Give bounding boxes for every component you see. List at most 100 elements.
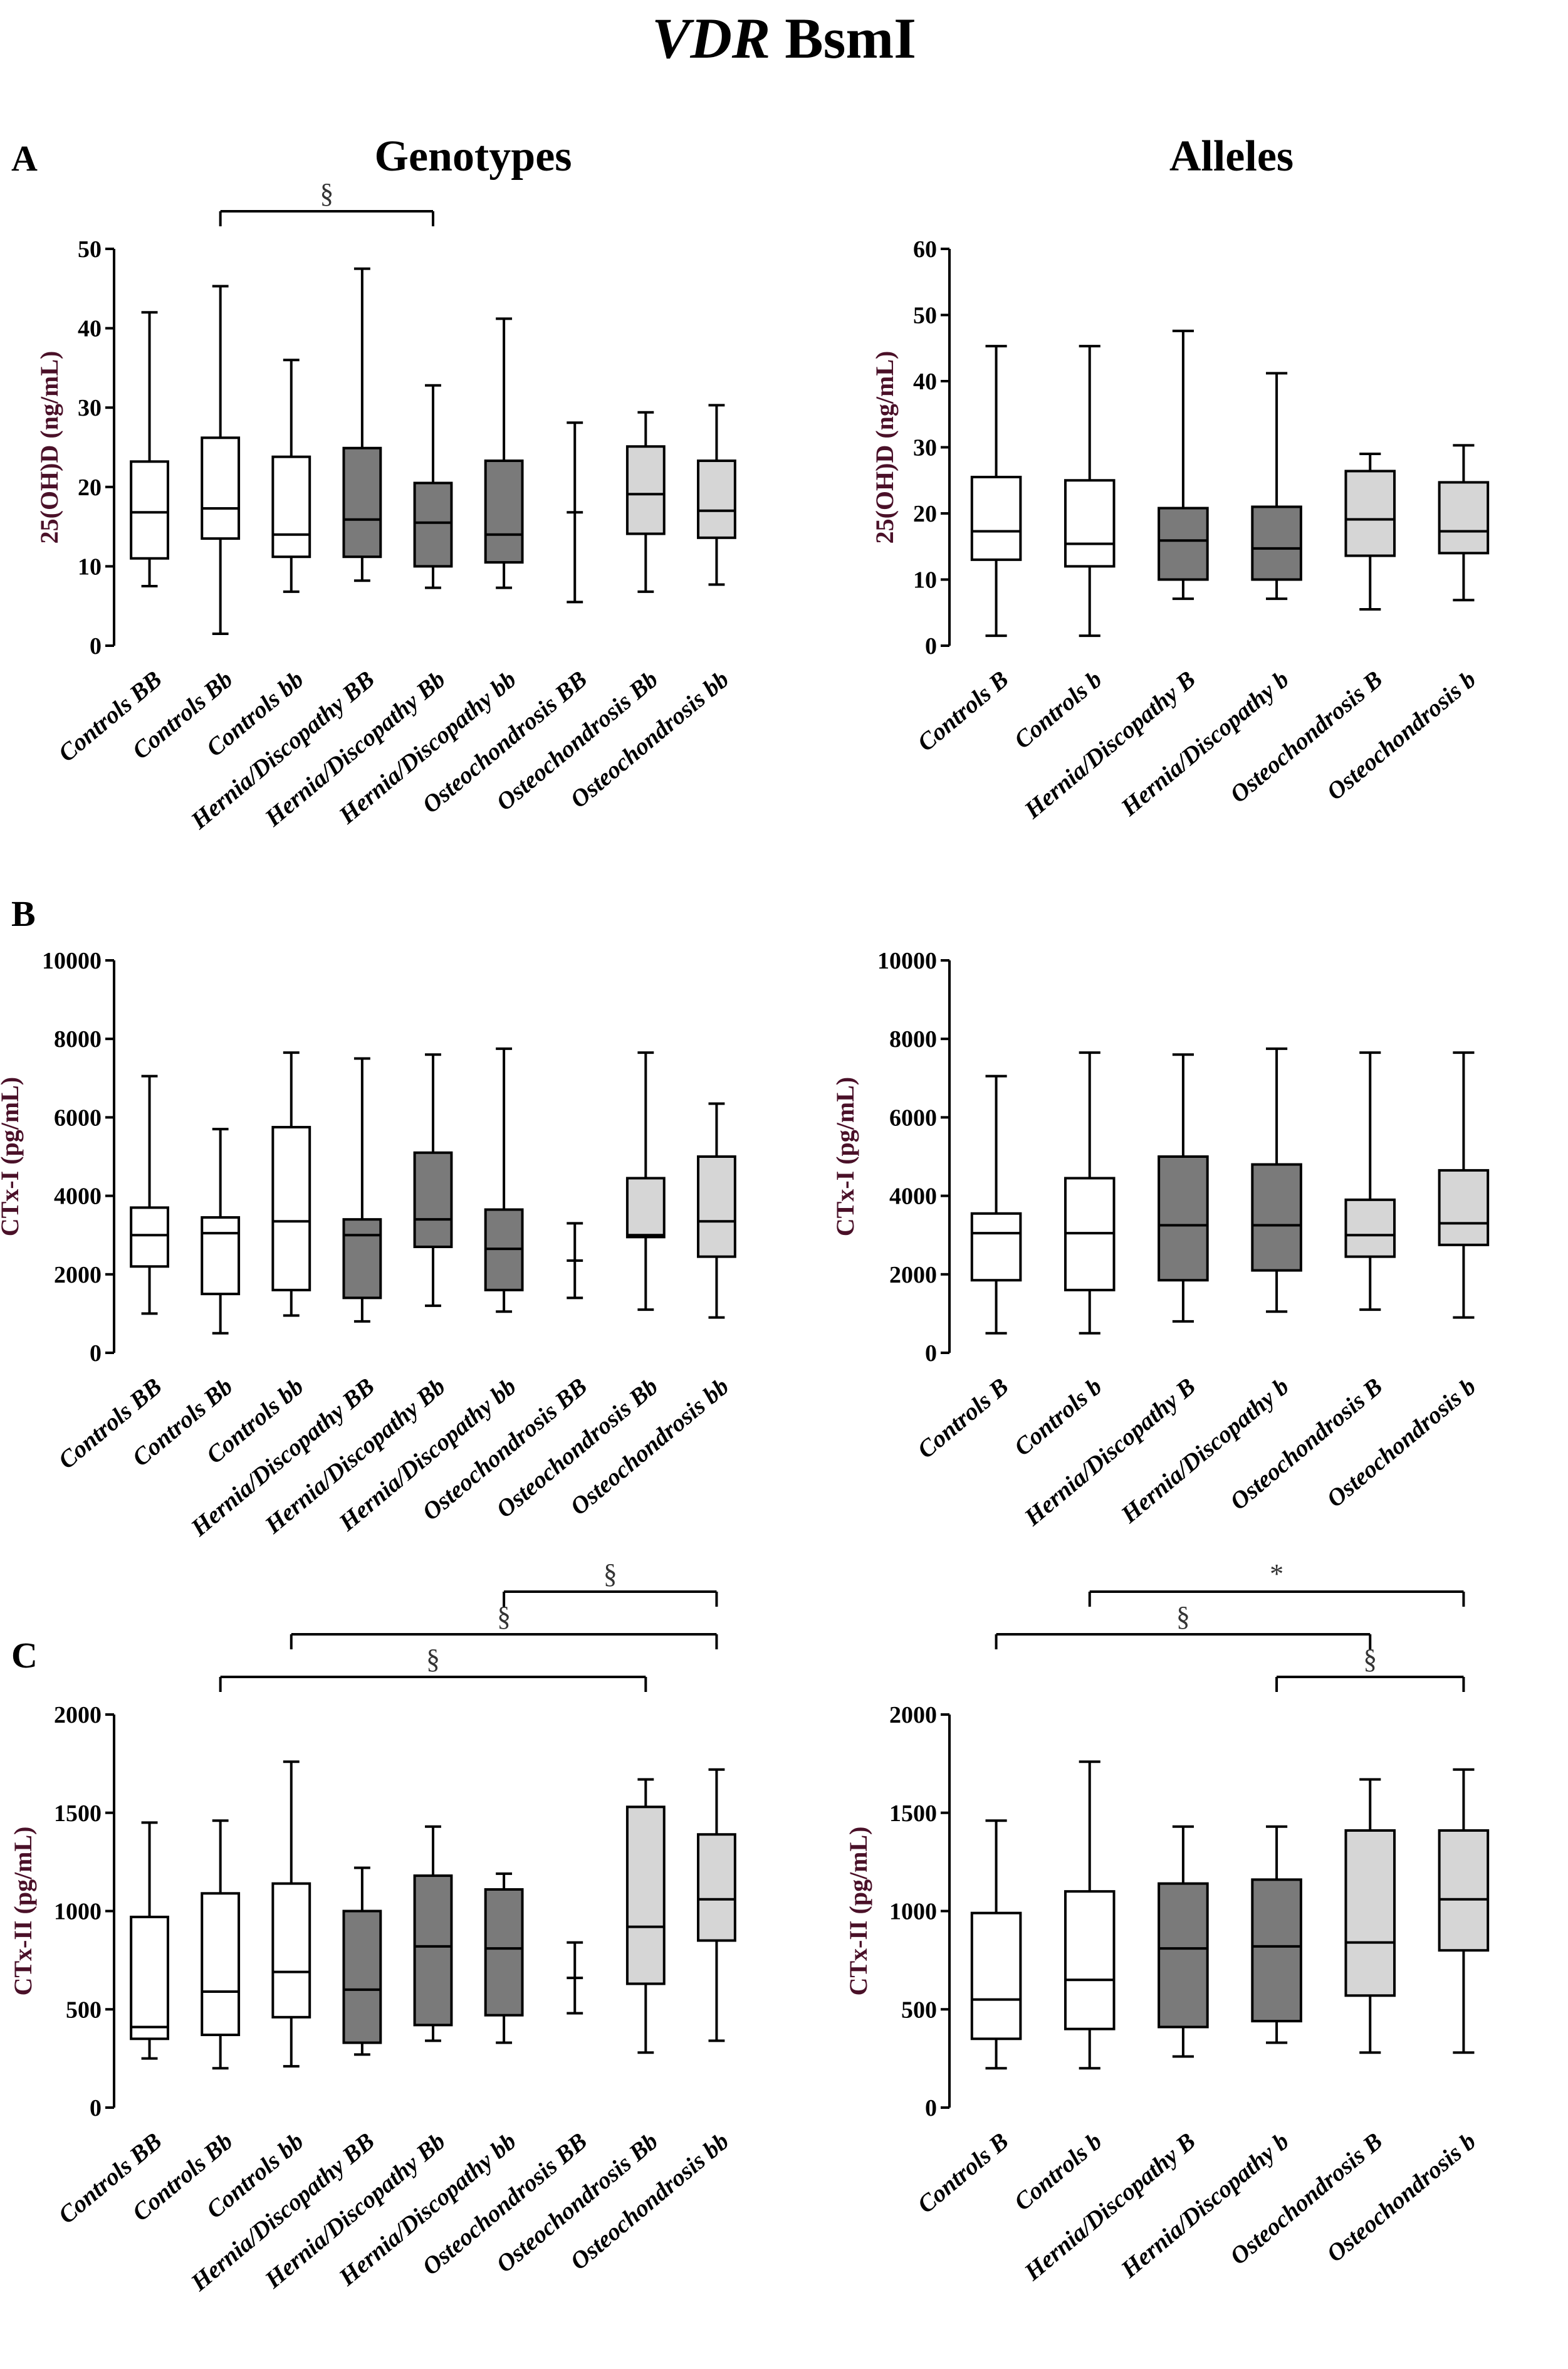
- box-iqr: [342, 1909, 382, 2044]
- y-tick-label: 8000: [889, 1026, 937, 1053]
- box-iqr: [697, 460, 736, 539]
- figure-title-gene: VDR: [652, 6, 770, 70]
- box-iqr: [1344, 1829, 1396, 1997]
- box-1: [130, 311, 169, 588]
- box-5: [413, 1053, 453, 1307]
- box-2: [1064, 1051, 1116, 1335]
- box-iqr: [625, 1805, 666, 1985]
- box-4: [342, 1866, 382, 2056]
- y-tick-label: 0: [90, 1340, 102, 1367]
- box-iqr: [271, 455, 311, 559]
- y-tick-label: 40: [78, 316, 102, 342]
- box-iqr: [1158, 1882, 1209, 2029]
- y-tick-label: 6000: [54, 1105, 102, 1131]
- significance-label: §: [1176, 1601, 1190, 1632]
- significance-label: *: [1270, 1558, 1283, 1589]
- box-1: [970, 1074, 1022, 1335]
- y-tick-label: 0: [90, 633, 102, 659]
- box-iqr: [130, 460, 169, 560]
- box-iqr: [1438, 481, 1490, 555]
- y-axis-label: 25(OH)D (ng/mL): [870, 351, 899, 544]
- y-axis-label: 25(OH)D (ng/mL): [35, 351, 63, 544]
- y-axis-label: CTx-II (pg/mL): [9, 1826, 37, 1995]
- box-iqr: [1344, 1198, 1396, 1258]
- box-6: [1438, 444, 1490, 602]
- box-9: [697, 404, 736, 586]
- category-label: Hernia/Discopathy b: [1116, 2128, 1294, 2284]
- category-label: Controls B: [912, 1373, 1013, 1464]
- box-7: [567, 421, 583, 604]
- significance-label: §: [426, 1644, 440, 1674]
- box-5: [413, 1825, 453, 2042]
- box-iqr: [1251, 505, 1302, 581]
- box-iqr: [1158, 507, 1209, 581]
- significance-bracket: §: [219, 178, 434, 226]
- box-iqr: [271, 1882, 311, 2019]
- y-axis-label: CTx-I (pg/mL): [0, 1077, 24, 1236]
- category-label: Controls b: [1009, 2128, 1107, 2216]
- y-tick-label: 20: [78, 475, 102, 501]
- y-tick-label: 1000: [54, 1899, 102, 1925]
- box-8: [625, 411, 666, 593]
- box-iqr: [970, 1911, 1022, 2041]
- box-2: [201, 1819, 241, 2070]
- box-4: [1251, 1825, 1302, 2044]
- box-6: [484, 1047, 524, 1313]
- box-8: [625, 1051, 666, 1311]
- y-tick-label: 2000: [889, 1702, 937, 1728]
- box-9: [697, 1768, 736, 2042]
- box-7: [567, 1941, 583, 2015]
- box-iqr: [1064, 479, 1116, 568]
- box-8: [625, 1778, 666, 2054]
- box-3: [1158, 1053, 1209, 1323]
- box-1: [130, 1074, 169, 1315]
- significance-label: §: [1363, 1644, 1377, 1674]
- significance-label: §: [604, 1558, 617, 1589]
- significance-bracket: §: [995, 1601, 1372, 1649]
- box-iqr: [271, 1126, 311, 1291]
- box-iqr: [1251, 1163, 1302, 1272]
- box-iqr: [413, 481, 453, 568]
- category-label: Hernia/Discopathy B: [1019, 1373, 1201, 1531]
- y-tick-label: 50: [913, 303, 937, 329]
- box-3: [1158, 329, 1209, 601]
- y-tick-label: 10: [913, 567, 937, 594]
- box-iqr: [484, 460, 524, 564]
- box-iqr: [342, 446, 382, 559]
- significance-label: §: [497, 1601, 511, 1632]
- category-label: Osteochondrosis B: [1225, 666, 1388, 808]
- box-3: [271, 359, 311, 593]
- significance-label: §: [320, 178, 333, 209]
- y-tick-label: 0: [925, 1340, 937, 1367]
- category-label: Hernia/Discopathy b: [1116, 1373, 1294, 1529]
- y-tick-label: 0: [925, 633, 937, 659]
- y-axis-label: CTx-II (pg/mL): [844, 1826, 872, 1995]
- y-tick-label: 20: [913, 501, 937, 527]
- y-tick-label: 1000: [889, 1899, 937, 1925]
- box-3: [271, 1760, 311, 2068]
- category-label: Controls B: [912, 666, 1013, 757]
- box-5: [1344, 453, 1396, 611]
- y-tick-label: 0: [90, 2095, 102, 2121]
- y-tick-label: 1500: [889, 1800, 937, 1827]
- category-label: Controls b: [1009, 1373, 1107, 1461]
- y-tick-label: 500: [66, 1997, 102, 2023]
- box-iqr: [201, 436, 241, 540]
- box-iqr: [1344, 470, 1396, 557]
- category-label: Osteochondrosis B: [1225, 1373, 1388, 1515]
- chart-A-alleles: 0 10 20 30 40 50 60 25(OH)D (ng/mL) Controls BCo…: [870, 236, 1490, 824]
- figure-title-snp: BsmI: [785, 6, 916, 70]
- y-tick-label: 8000: [54, 1026, 102, 1053]
- box-4: [1251, 372, 1302, 601]
- charts-layer: 0 10 20 30 40 50 25(OH)D (ng/mL) Controls B B Con…: [0, 178, 1490, 2297]
- y-tick-label: 2000: [889, 1262, 937, 1288]
- box-9: [697, 1102, 736, 1319]
- box-4: [342, 1057, 382, 1323]
- box-7: [567, 1222, 583, 1300]
- significance-bracket: §: [1275, 1644, 1465, 1692]
- box-1: [130, 1821, 169, 2060]
- category-label: Controls B: [912, 2128, 1013, 2219]
- box-iqr: [1438, 1169, 1490, 1246]
- y-tick-label: 60: [913, 236, 937, 263]
